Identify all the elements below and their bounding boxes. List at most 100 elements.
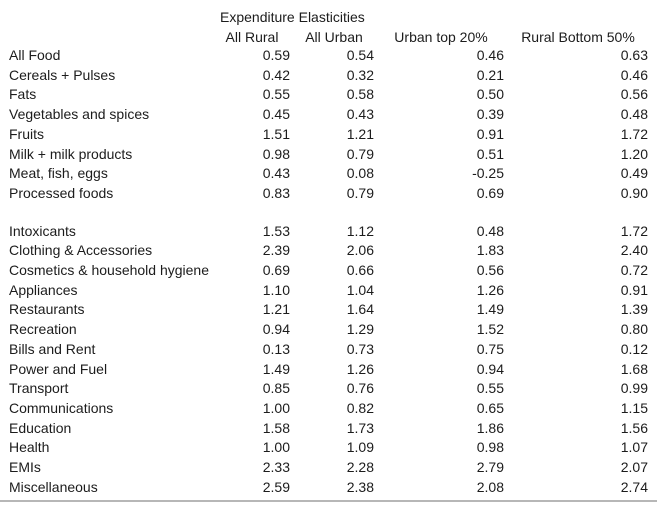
row-label: Cereals + Pulses [9, 66, 116, 83]
row-label: Processed foods [9, 184, 114, 201]
cell-all-rural: 0.42 [262, 66, 290, 83]
elasticities-table: Expenditure Elasticities All Rural All U… [0, 0, 650, 498]
cell-urban-top-20: 0.55 [476, 380, 504, 397]
row-label: Power and Fuel [9, 360, 108, 377]
cell-all-urban: 1.04 [346, 281, 374, 298]
row-label: Transport [9, 380, 69, 397]
cell-all-urban: 1.21 [346, 125, 374, 142]
cell-urban-top-20: 0.56 [476, 262, 504, 279]
table-title: Expenditure Elasticities [220, 9, 365, 25]
table-row: Restaurants 1.21 1.64 1.49 1.39 [0, 300, 650, 320]
bottom-rule [0, 500, 657, 502]
cell-all-rural: 1.00 [262, 439, 290, 456]
table-row: Power and Fuel 1.49 1.26 0.94 1.68 [0, 360, 650, 380]
cell-all-rural: 1.10 [262, 281, 290, 298]
cell-all-rural: 2.39 [262, 242, 290, 259]
cell-all-urban: 0.58 [346, 86, 374, 103]
table-row: Cereals + Pulses 0.42 0.32 0.21 0.46 [0, 66, 650, 86]
table-row: Health 1.00 1.09 0.98 1.07 [0, 438, 650, 458]
table-row: Fats 0.55 0.58 0.50 0.56 [0, 85, 650, 105]
cell-all-rural: 0.45 [262, 106, 290, 123]
row-label: Clothing & Accessories [9, 242, 153, 259]
table-row: EMIs 2.33 2.28 2.79 2.07 [0, 458, 650, 478]
cell-all-urban: 1.64 [346, 301, 374, 318]
cell-urban-top-20: 0.69 [476, 184, 504, 201]
cell-all-urban: 0.08 [346, 165, 374, 182]
cell-rural-bottom-50: 1.15 [620, 399, 648, 416]
cell-all-rural: 0.13 [262, 340, 290, 357]
table-row: All Food 0.59 0.54 0.46 0.63 [0, 46, 650, 66]
cell-all-rural: 1.58 [262, 419, 290, 436]
cell-rural-bottom-50: 0.80 [620, 321, 648, 338]
cell-urban-top-20: 1.52 [476, 321, 504, 338]
cell-rural-bottom-50: 1.72 [620, 125, 648, 142]
cell-all-rural: 0.55 [262, 86, 290, 103]
cell-all-rural: 0.69 [262, 262, 290, 279]
row-label: Milk + milk products [9, 145, 133, 162]
cell-all-rural: 0.83 [262, 184, 290, 201]
cell-all-rural: 1.21 [262, 301, 290, 318]
cell-all-urban: 0.73 [346, 340, 374, 357]
cell-urban-top-20: -0.25 [472, 165, 504, 182]
cell-rural-bottom-50: 0.91 [620, 281, 648, 298]
cell-rural-bottom-50: 2.07 [620, 459, 648, 476]
cell-all-urban: 1.26 [346, 360, 374, 377]
cell-all-rural: 0.85 [262, 380, 290, 397]
cell-urban-top-20: 1.49 [476, 301, 504, 318]
title-row: Expenditure Elasticities [0, 0, 650, 27]
row-label: EMIs [9, 459, 41, 476]
table-row: Vegetables and spices 0.45 0.43 0.39 0.4… [0, 105, 650, 125]
cell-all-rural: 1.53 [262, 222, 290, 239]
row-label: Bills and Rent [9, 340, 96, 357]
row-label: Restaurants [9, 301, 85, 318]
table-row: Fruits 1.51 1.21 0.91 1.72 [0, 125, 650, 145]
corner-spacer [0, 27, 212, 46]
cell-urban-top-20: 2.08 [476, 478, 504, 495]
row-label: Recreation [9, 321, 77, 338]
cell-urban-top-20: 1.86 [476, 419, 504, 436]
cell-all-urban: 0.43 [346, 106, 374, 123]
cell-all-urban: 1.29 [346, 321, 374, 338]
cell-all-rural: 1.00 [262, 399, 290, 416]
row-label: Health [9, 439, 50, 456]
blank-spacer-row [0, 204, 650, 222]
table-row: Bills and Rent 0.13 0.73 0.75 0.12 [0, 340, 650, 360]
cell-rural-bottom-50: 0.90 [620, 184, 648, 201]
cell-urban-top-20: 0.50 [476, 86, 504, 103]
cell-urban-top-20: 0.98 [476, 439, 504, 456]
row-label: Cosmetics & household hygiene [9, 262, 210, 279]
row-label: Communications [9, 399, 114, 416]
cell-rural-bottom-50: 0.48 [620, 106, 648, 123]
table-row: Recreation 0.94 1.29 1.52 0.80 [0, 320, 650, 340]
cell-rural-bottom-50: 1.20 [620, 145, 648, 162]
col-header-rural-bottom-50: Rural Bottom 50% [521, 28, 635, 45]
col-header-all-rural: All Rural [225, 28, 279, 45]
cell-rural-bottom-50: 0.49 [620, 165, 648, 182]
cell-urban-top-20: 0.65 [476, 399, 504, 416]
cell-urban-top-20: 1.26 [476, 281, 504, 298]
table-row: Intoxicants 1.53 1.12 0.48 1.72 [0, 222, 650, 242]
table-row: Education 1.58 1.73 1.86 1.56 [0, 419, 650, 439]
cell-all-urban: 0.79 [346, 145, 374, 162]
cell-all-urban: 0.32 [346, 66, 374, 83]
cell-rural-bottom-50: 0.72 [620, 262, 648, 279]
cell-rural-bottom-50: 1.72 [620, 222, 648, 239]
food-rows-group: All Food 0.59 0.54 0.46 0.63 Cereals + P… [0, 46, 650, 204]
cell-urban-top-20: 0.94 [476, 360, 504, 377]
group-spacer [0, 204, 650, 222]
cell-urban-top-20: 1.83 [476, 242, 504, 259]
cell-urban-top-20: 0.46 [476, 47, 504, 63]
non-food-rows-group: Intoxicants 1.53 1.12 0.48 1.72 Clothing… [0, 222, 650, 498]
cell-rural-bottom-50: 1.39 [620, 301, 648, 318]
cell-rural-bottom-50: 0.99 [620, 380, 648, 397]
row-label: Appliances [9, 281, 78, 298]
cell-all-rural: 0.43 [262, 165, 290, 182]
cell-all-urban: 1.12 [346, 222, 374, 239]
spacer-cell [0, 204, 650, 222]
cell-all-urban: 2.28 [346, 459, 374, 476]
cell-rural-bottom-50: 2.74 [620, 478, 648, 495]
cell-urban-top-20: 0.75 [476, 340, 504, 357]
cell-all-rural: 2.59 [262, 478, 290, 495]
table-row: Miscellaneous 2.59 2.38 2.08 2.74 [0, 478, 650, 498]
